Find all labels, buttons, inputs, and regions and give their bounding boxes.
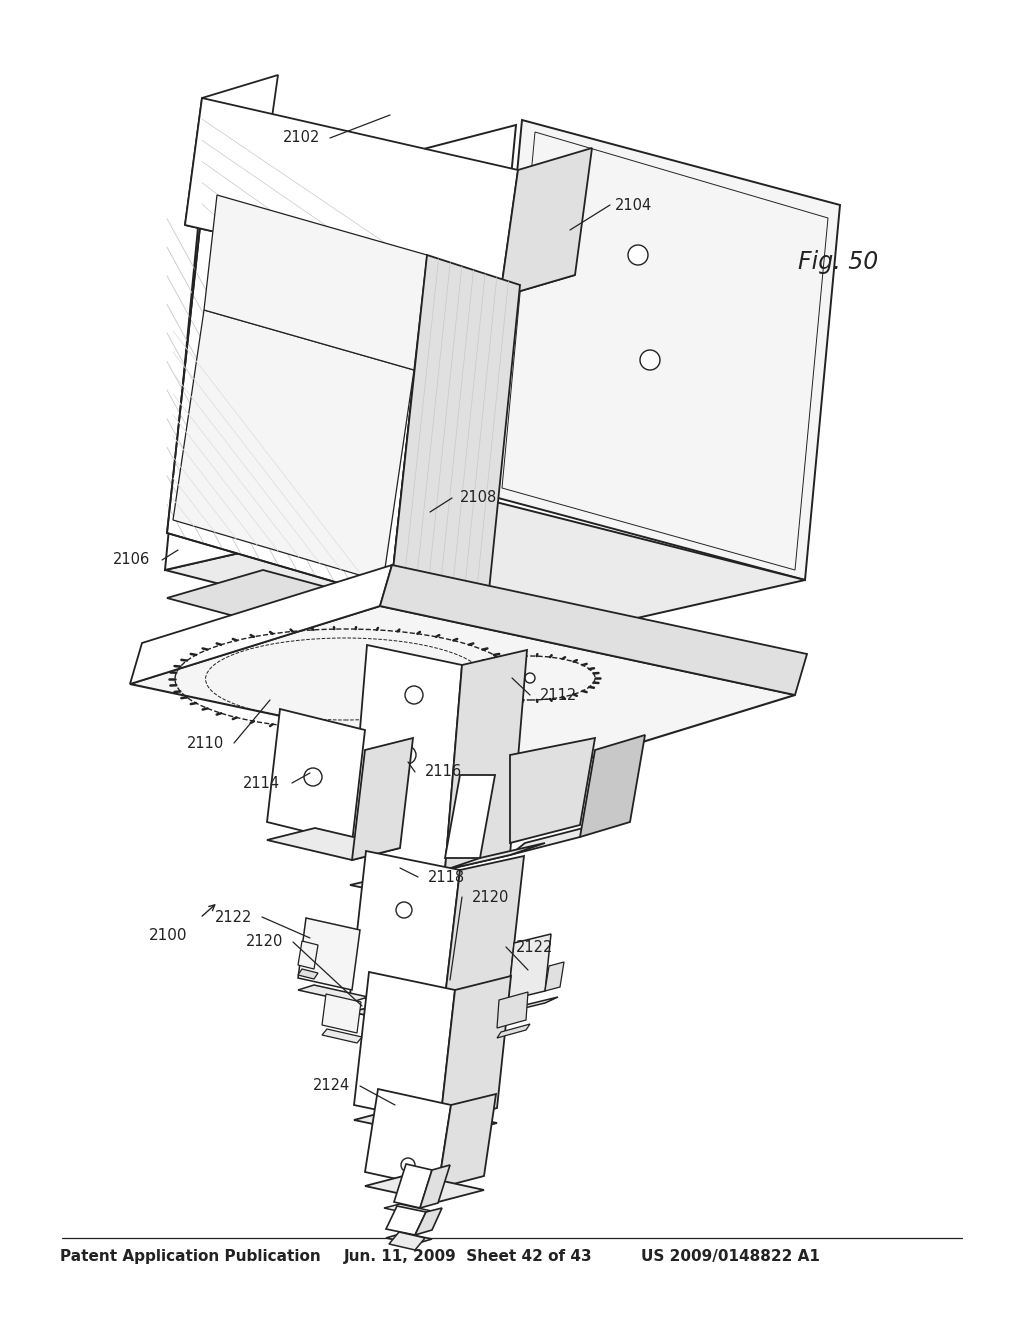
Polygon shape [420,1166,450,1208]
Polygon shape [445,775,495,858]
Polygon shape [510,825,595,855]
Text: 2110: 2110 [186,735,224,751]
Polygon shape [167,190,427,598]
Text: 2120: 2120 [472,890,509,904]
Circle shape [525,673,535,682]
Polygon shape [386,1206,426,1236]
Polygon shape [354,1105,497,1138]
Polygon shape [185,75,278,224]
Polygon shape [389,1232,425,1250]
Polygon shape [267,828,400,861]
Polygon shape [487,120,840,579]
Text: Patent Application Publication: Patent Application Publication [59,1249,321,1263]
Polygon shape [130,606,795,772]
Polygon shape [130,565,392,684]
Polygon shape [298,969,318,979]
Polygon shape [545,962,564,991]
Text: 2108: 2108 [460,491,498,506]
Circle shape [304,768,322,785]
Polygon shape [380,565,807,696]
Polygon shape [500,148,592,297]
Polygon shape [298,917,360,990]
Polygon shape [384,1204,436,1216]
Polygon shape [354,972,455,1123]
Circle shape [640,350,660,370]
Polygon shape [415,1208,442,1236]
Text: 2102: 2102 [283,131,319,145]
Circle shape [396,902,412,917]
Polygon shape [173,310,414,582]
Polygon shape [185,202,575,297]
Polygon shape [386,1233,432,1243]
Polygon shape [445,649,527,870]
Polygon shape [365,1173,484,1203]
Polygon shape [390,255,520,630]
Polygon shape [350,870,510,906]
Circle shape [628,246,648,265]
Text: Fig. 50: Fig. 50 [798,249,879,275]
Polygon shape [352,738,413,861]
Polygon shape [497,993,528,1028]
Polygon shape [350,851,460,1014]
Text: 2124: 2124 [312,1078,350,1093]
Polygon shape [394,1164,432,1208]
Polygon shape [350,997,508,1030]
Polygon shape [510,738,595,843]
Polygon shape [443,855,524,1014]
Polygon shape [508,935,551,1001]
Polygon shape [165,498,805,652]
Text: Jun. 11, 2009  Sheet 42 of 43: Jun. 11, 2009 Sheet 42 of 43 [344,1249,592,1263]
Polygon shape [438,1094,496,1188]
Polygon shape [580,735,645,837]
Text: 2106: 2106 [113,553,150,568]
Polygon shape [508,997,558,1012]
Circle shape [401,1158,415,1172]
Polygon shape [322,1030,362,1043]
Polygon shape [497,1024,530,1038]
Circle shape [406,686,423,704]
Text: 2122: 2122 [215,909,252,924]
Text: US 2009/0148822 A1: US 2009/0148822 A1 [641,1249,819,1263]
Polygon shape [167,570,485,657]
Polygon shape [440,975,511,1123]
Text: 2112: 2112 [540,688,578,702]
Polygon shape [445,843,545,870]
Circle shape [398,746,416,764]
Polygon shape [502,132,828,570]
Polygon shape [185,98,518,297]
Polygon shape [204,195,427,370]
Polygon shape [350,645,462,870]
Text: 2116: 2116 [425,764,462,780]
Polygon shape [298,985,368,1002]
Text: 2118: 2118 [428,870,465,884]
Polygon shape [322,994,361,1034]
Text: 2104: 2104 [615,198,652,213]
Text: 2120: 2120 [246,935,283,949]
Polygon shape [365,1089,451,1188]
Polygon shape [165,125,516,570]
Text: 2100: 2100 [148,928,187,942]
Polygon shape [267,709,365,843]
Text: 2114: 2114 [243,776,280,791]
Text: 2122: 2122 [516,940,553,954]
Polygon shape [298,941,318,969]
